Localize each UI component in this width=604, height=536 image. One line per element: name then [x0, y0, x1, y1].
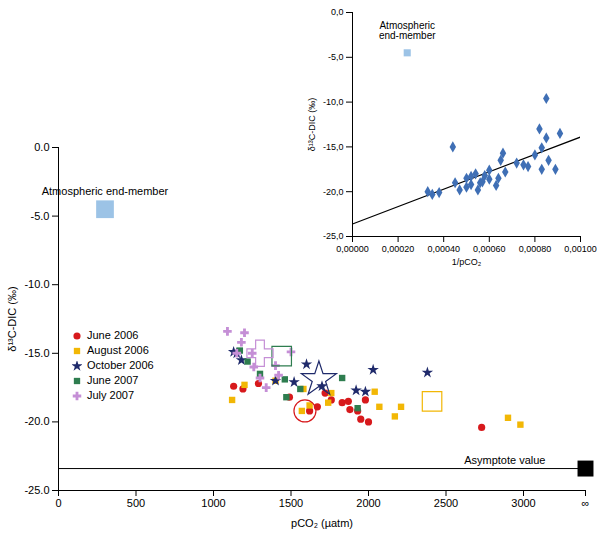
svg-text:-25.0: -25.0	[24, 484, 49, 496]
svg-text:-20,0: -20,0	[323, 187, 344, 197]
svg-text:δ¹³C-DIC (‰): δ¹³C-DIC (‰)	[307, 98, 317, 152]
svg-text:-10.0: -10.0	[24, 278, 49, 290]
svg-text:pCO₂ (µatm): pCO₂ (µatm)	[291, 517, 353, 529]
html-text:June 2006: June 2006	[87, 329, 139, 341]
svg-text:-25,0: -25,0	[323, 231, 344, 241]
html-text:October 2006: October 2006	[87, 359, 154, 371]
svg-text:1500: 1500	[279, 497, 303, 509]
html-text:July 2007: July 2007	[87, 389, 135, 401]
html-text:August 2006: August 2006	[87, 344, 149, 356]
svg-text:0,00000: 0,00000	[336, 244, 369, 254]
svg-text:Atmospheric end-member: Atmospheric end-member	[42, 185, 169, 197]
svg-text:∞: ∞	[582, 497, 590, 509]
svg-text:500: 500	[127, 497, 145, 509]
svg-text:0: 0	[55, 497, 61, 509]
svg-text:2000: 2000	[356, 497, 380, 509]
svg-text:-15.0: -15.0	[24, 347, 49, 359]
svg-text:-10,0: -10,0	[323, 97, 344, 107]
svg-text:Asymptote value: Asymptote value	[464, 454, 545, 466]
svg-text:-15,0: -15,0	[323, 142, 344, 152]
svg-text:3000: 3000	[511, 497, 535, 509]
svg-text:Atmosphericend-member: Atmosphericend-member	[379, 20, 436, 41]
svg-text:0.0: 0.0	[34, 141, 49, 153]
svg-text:0,00060: 0,00060	[473, 244, 506, 254]
svg-text:1000: 1000	[201, 497, 225, 509]
html-text:June 2007: June 2007	[87, 374, 139, 386]
svg-text:-5,0: -5,0	[328, 52, 344, 62]
svg-text:-20.0: -20.0	[24, 415, 49, 427]
svg-text:δ¹³C-DIC (‰): δ¹³C-DIC (‰)	[6, 286, 18, 351]
svg-text:-5.0: -5.0	[31, 210, 50, 222]
svg-text:2500: 2500	[434, 497, 458, 509]
svg-text:0,00080: 0,00080	[519, 244, 552, 254]
svg-text:0,00100: 0,00100	[564, 244, 597, 254]
svg-text:0,00020: 0,00020	[382, 244, 415, 254]
svg-text:0,00040: 0,00040	[427, 244, 460, 254]
svg-text:0,0: 0,0	[331, 7, 344, 17]
svg-text:1/pCO₂: 1/pCO₂	[452, 257, 482, 267]
